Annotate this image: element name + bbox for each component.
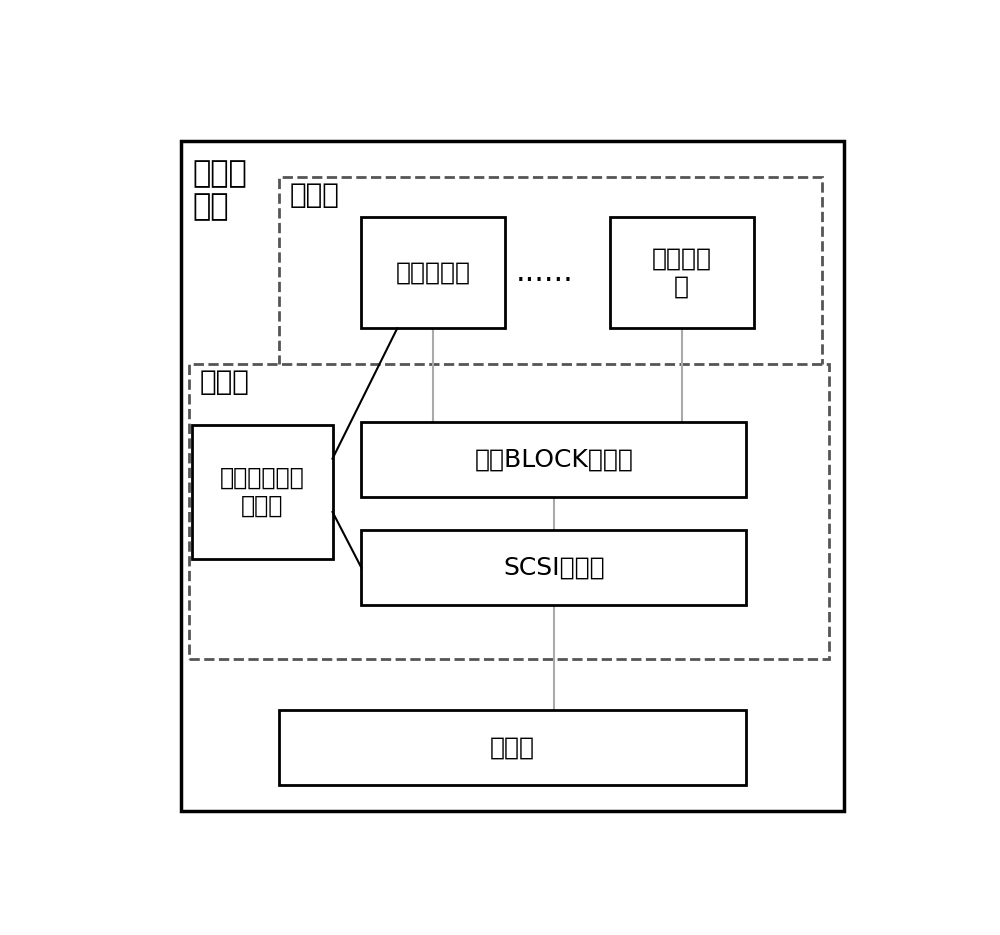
Text: 存储器错误处
理组件: 存储器错误处 理组件 (220, 466, 305, 518)
Text: 计算机
系统: 计算机 系统 (192, 159, 247, 222)
Text: 块（BLOCK）设备: 块（BLOCK）设备 (474, 448, 633, 471)
Bar (279, 710, 746, 785)
Text: 用户态: 用户态 (289, 180, 339, 209)
Text: 用户态应
用: 用户态应 用 (652, 247, 712, 298)
Bar (610, 217, 754, 328)
Bar (361, 530, 746, 605)
Bar (189, 365, 829, 659)
Bar (192, 425, 333, 558)
Text: 用户态应用: 用户态应用 (396, 260, 471, 284)
Bar (361, 217, 505, 328)
Bar (361, 422, 746, 497)
Bar (279, 177, 822, 400)
Text: 存储器: 存储器 (490, 736, 535, 759)
Text: ......: ...... (516, 257, 574, 286)
Text: 内核态: 内核态 (199, 367, 249, 396)
Text: SCSI协议栈: SCSI协议栈 (503, 555, 605, 580)
